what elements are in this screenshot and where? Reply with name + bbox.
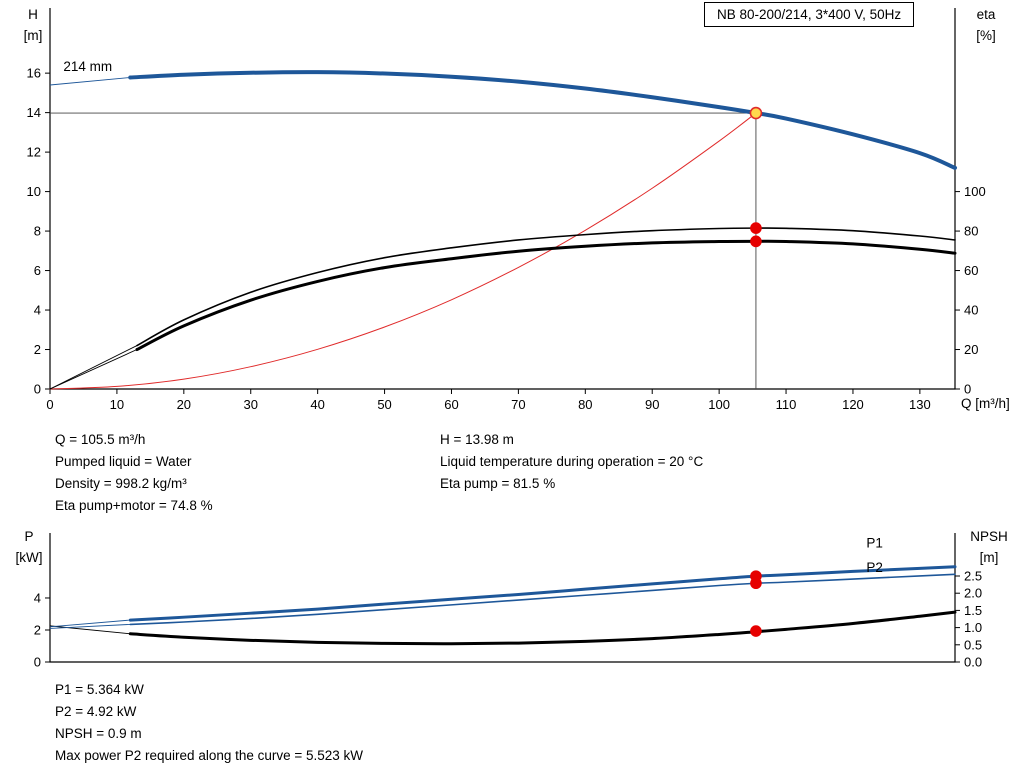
head-curve-214mm-lead [49, 77, 131, 86]
right-tick-label: 1.5 [964, 603, 982, 618]
max-power-value: Max power P2 required along the curve = … [55, 748, 364, 763]
left-tick-label: 0 [34, 655, 41, 670]
x-tick-label: 40 [310, 397, 324, 412]
p1-value: P1 = 5.364 kW [55, 682, 144, 697]
p1-curve [128, 565, 957, 622]
npsh-curve-lead [49, 625, 131, 635]
p2-value: P2 = 4.92 kW [55, 704, 137, 719]
pump-title-box: NB 80-200/214, 3*400 V, 50Hz [704, 2, 915, 27]
left-tick-label: 10 [27, 184, 41, 199]
x-tick-label: 0 [46, 397, 53, 412]
right-tick-label: 2.0 [964, 586, 982, 601]
right-tick-label: 2.5 [964, 569, 982, 584]
h-axis-label-unit: [m] [23, 28, 43, 43]
x-tick-label: 130 [909, 397, 931, 412]
eta-pump-motor-curve [135, 239, 957, 352]
right-tick-label: 80 [964, 224, 978, 239]
x-tick-label: 120 [842, 397, 864, 412]
npsh-point [750, 625, 762, 637]
p-axis-label-unit: [kW] [15, 550, 43, 565]
right-tick-label: 20 [964, 342, 978, 357]
p-axis-label-symbol: P [24, 529, 34, 544]
right-tick-label: 0.0 [964, 655, 982, 670]
impeller-diameter-label: 214 mm [63, 59, 112, 74]
x-tick-label: 110 [776, 397, 797, 412]
right-tick-label: 60 [964, 263, 978, 278]
p2-curve [129, 573, 956, 626]
right-tick-label: 40 [964, 303, 978, 318]
right-tick-label: 100 [964, 184, 986, 199]
x-tick-label: 80 [578, 397, 592, 412]
x-tick-label: 20 [177, 397, 191, 412]
p-axis-label: P [kW] [8, 526, 50, 568]
density-value: Density = 998.2 kg/m³ [55, 476, 187, 491]
eta-axis-label-symbol: eta [976, 7, 996, 22]
npsh-curve [128, 610, 957, 646]
operating-data-left: Q = 105.5 m³/h Pumped liquid = Water Den… [55, 429, 213, 517]
h-axis-label: H [m] [12, 4, 54, 46]
x-tick-label: 70 [511, 397, 525, 412]
p2-curve-lead [49, 623, 131, 629]
left-tick-label: 4 [34, 303, 41, 318]
p1-curve-label: P1 [866, 536, 883, 551]
x-tick-label: 90 [645, 397, 659, 412]
head-value: H = 13.98 m [440, 432, 514, 447]
liquid-temperature-value: Liquid temperature during operation = 20… [440, 454, 704, 469]
eta-pump-motor-value: Eta pump+motor = 74.8 % [55, 498, 213, 513]
npsh-value: NPSH = 0.9 m [55, 726, 142, 741]
x-tick-label: 60 [444, 397, 458, 412]
eta-pump-motor-point [750, 235, 762, 248]
duty-point [749, 106, 763, 120]
right-tick-label: 1.0 [964, 620, 982, 635]
right-tick-label: 0 [964, 382, 971, 397]
eta-axis-label-unit: [%] [976, 28, 996, 43]
qh-eta-chart: 0 10 20 30 40 50 60 70 80 90 100 110 120 130024681012… [27, 8, 986, 412]
q-axis-label: Q [m³/h] [961, 396, 1010, 411]
eta-pump-curve [136, 227, 956, 347]
x-tick-label: 50 [377, 397, 391, 412]
x-tick-label: 10 [110, 397, 124, 412]
h-axis-label-symbol: H [28, 7, 38, 22]
x-tick-label: 30 [244, 397, 258, 412]
left-tick-label: 8 [34, 224, 41, 239]
left-tick-label: 16 [27, 66, 41, 81]
head-curve-214mm [128, 70, 957, 170]
axis-frame [49, 8, 956, 390]
eta-pump-value: Eta pump = 81.5 % [440, 476, 556, 491]
eta-pump-motor-curve-lead [49, 349, 138, 390]
power-data: P1 = 5.364 kW P2 = 4.92 kW NPSH = 0.9 m … [55, 679, 363, 767]
left-tick-label: 6 [34, 263, 41, 278]
flow-value: Q = 105.5 m³/h [55, 432, 146, 447]
left-tick-label: 2 [34, 342, 41, 357]
p2-point [750, 577, 762, 590]
left-tick-label: 0 [34, 382, 41, 397]
p2-curve-label: P2 [866, 560, 883, 575]
npsh-axis-label: NPSH [m] [962, 526, 1016, 568]
operating-data-right: H = 13.98 m Liquid temperature during op… [440, 429, 703, 495]
right-tick-label: 0.5 [964, 637, 982, 652]
left-tick-label: 4 [34, 590, 41, 605]
npsh-axis-label-symbol: NPSH [970, 529, 1008, 544]
npsh-axis-label-unit: [m] [979, 550, 999, 565]
left-tick-label: 12 [27, 145, 41, 160]
eta-pump-curve-lead [49, 345, 138, 390]
left-tick-label: 2 [34, 622, 41, 637]
left-tick-label: 14 [27, 105, 41, 120]
power-npsh-chart: 0 2 4 0.0 0.5 1.0 1.5 2.0 2.5 P1 P2 [34, 533, 982, 670]
eta-pump-point [750, 222, 762, 234]
eta-axis-label: eta [%] [964, 4, 1008, 46]
p1-curve-lead [49, 619, 131, 628]
system-curve [49, 112, 757, 390]
pumped-liquid-value: Pumped liquid = Water [55, 454, 192, 469]
x-tick-label: 100 [708, 397, 730, 412]
